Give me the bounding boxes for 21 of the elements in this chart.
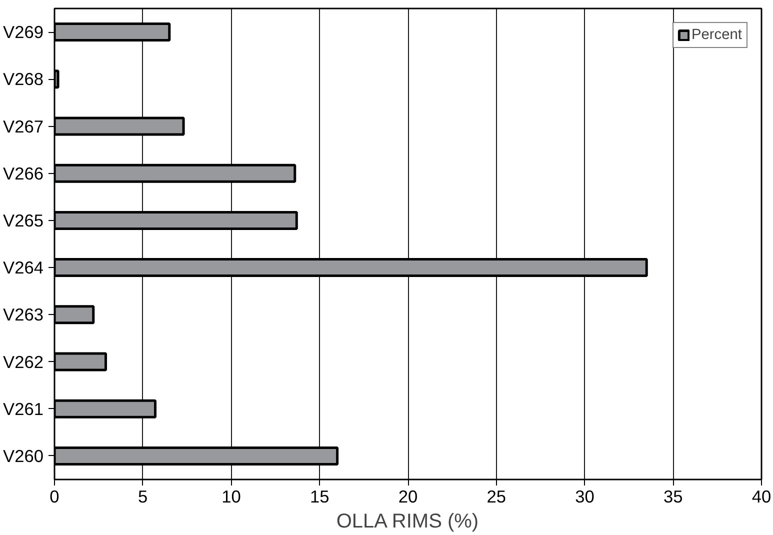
x-tick-label: 5 (138, 486, 148, 506)
x-tick-label: 30 (575, 486, 594, 506)
y-tick-label: V265 (3, 210, 44, 230)
y-tick-label: V262 (3, 352, 44, 372)
y-tick-label: V267 (3, 116, 44, 136)
x-tick-label: 40 (752, 486, 772, 506)
x-axis-title: OLLA RIMS (%) (336, 510, 479, 532)
y-tick-label: V266 (3, 163, 44, 184)
x-tick-label: 20 (398, 486, 418, 506)
x-tick-label: 25 (486, 486, 506, 506)
x-tick-label: 0 (50, 486, 60, 506)
y-tick-label: V269 (3, 22, 44, 42)
y-tick-label: V261 (3, 398, 44, 419)
x-tick-label: 35 (663, 486, 683, 506)
y-tick-label: V264 (3, 258, 44, 278)
x-tick-label: 10 (222, 486, 241, 506)
y-tick-label: V263 (3, 304, 44, 325)
x-tick-label: 15 (310, 486, 330, 506)
y-tick-label: V260 (3, 446, 44, 466)
legend-label: Percent (691, 27, 742, 43)
y-tick-label: V268 (3, 69, 44, 90)
